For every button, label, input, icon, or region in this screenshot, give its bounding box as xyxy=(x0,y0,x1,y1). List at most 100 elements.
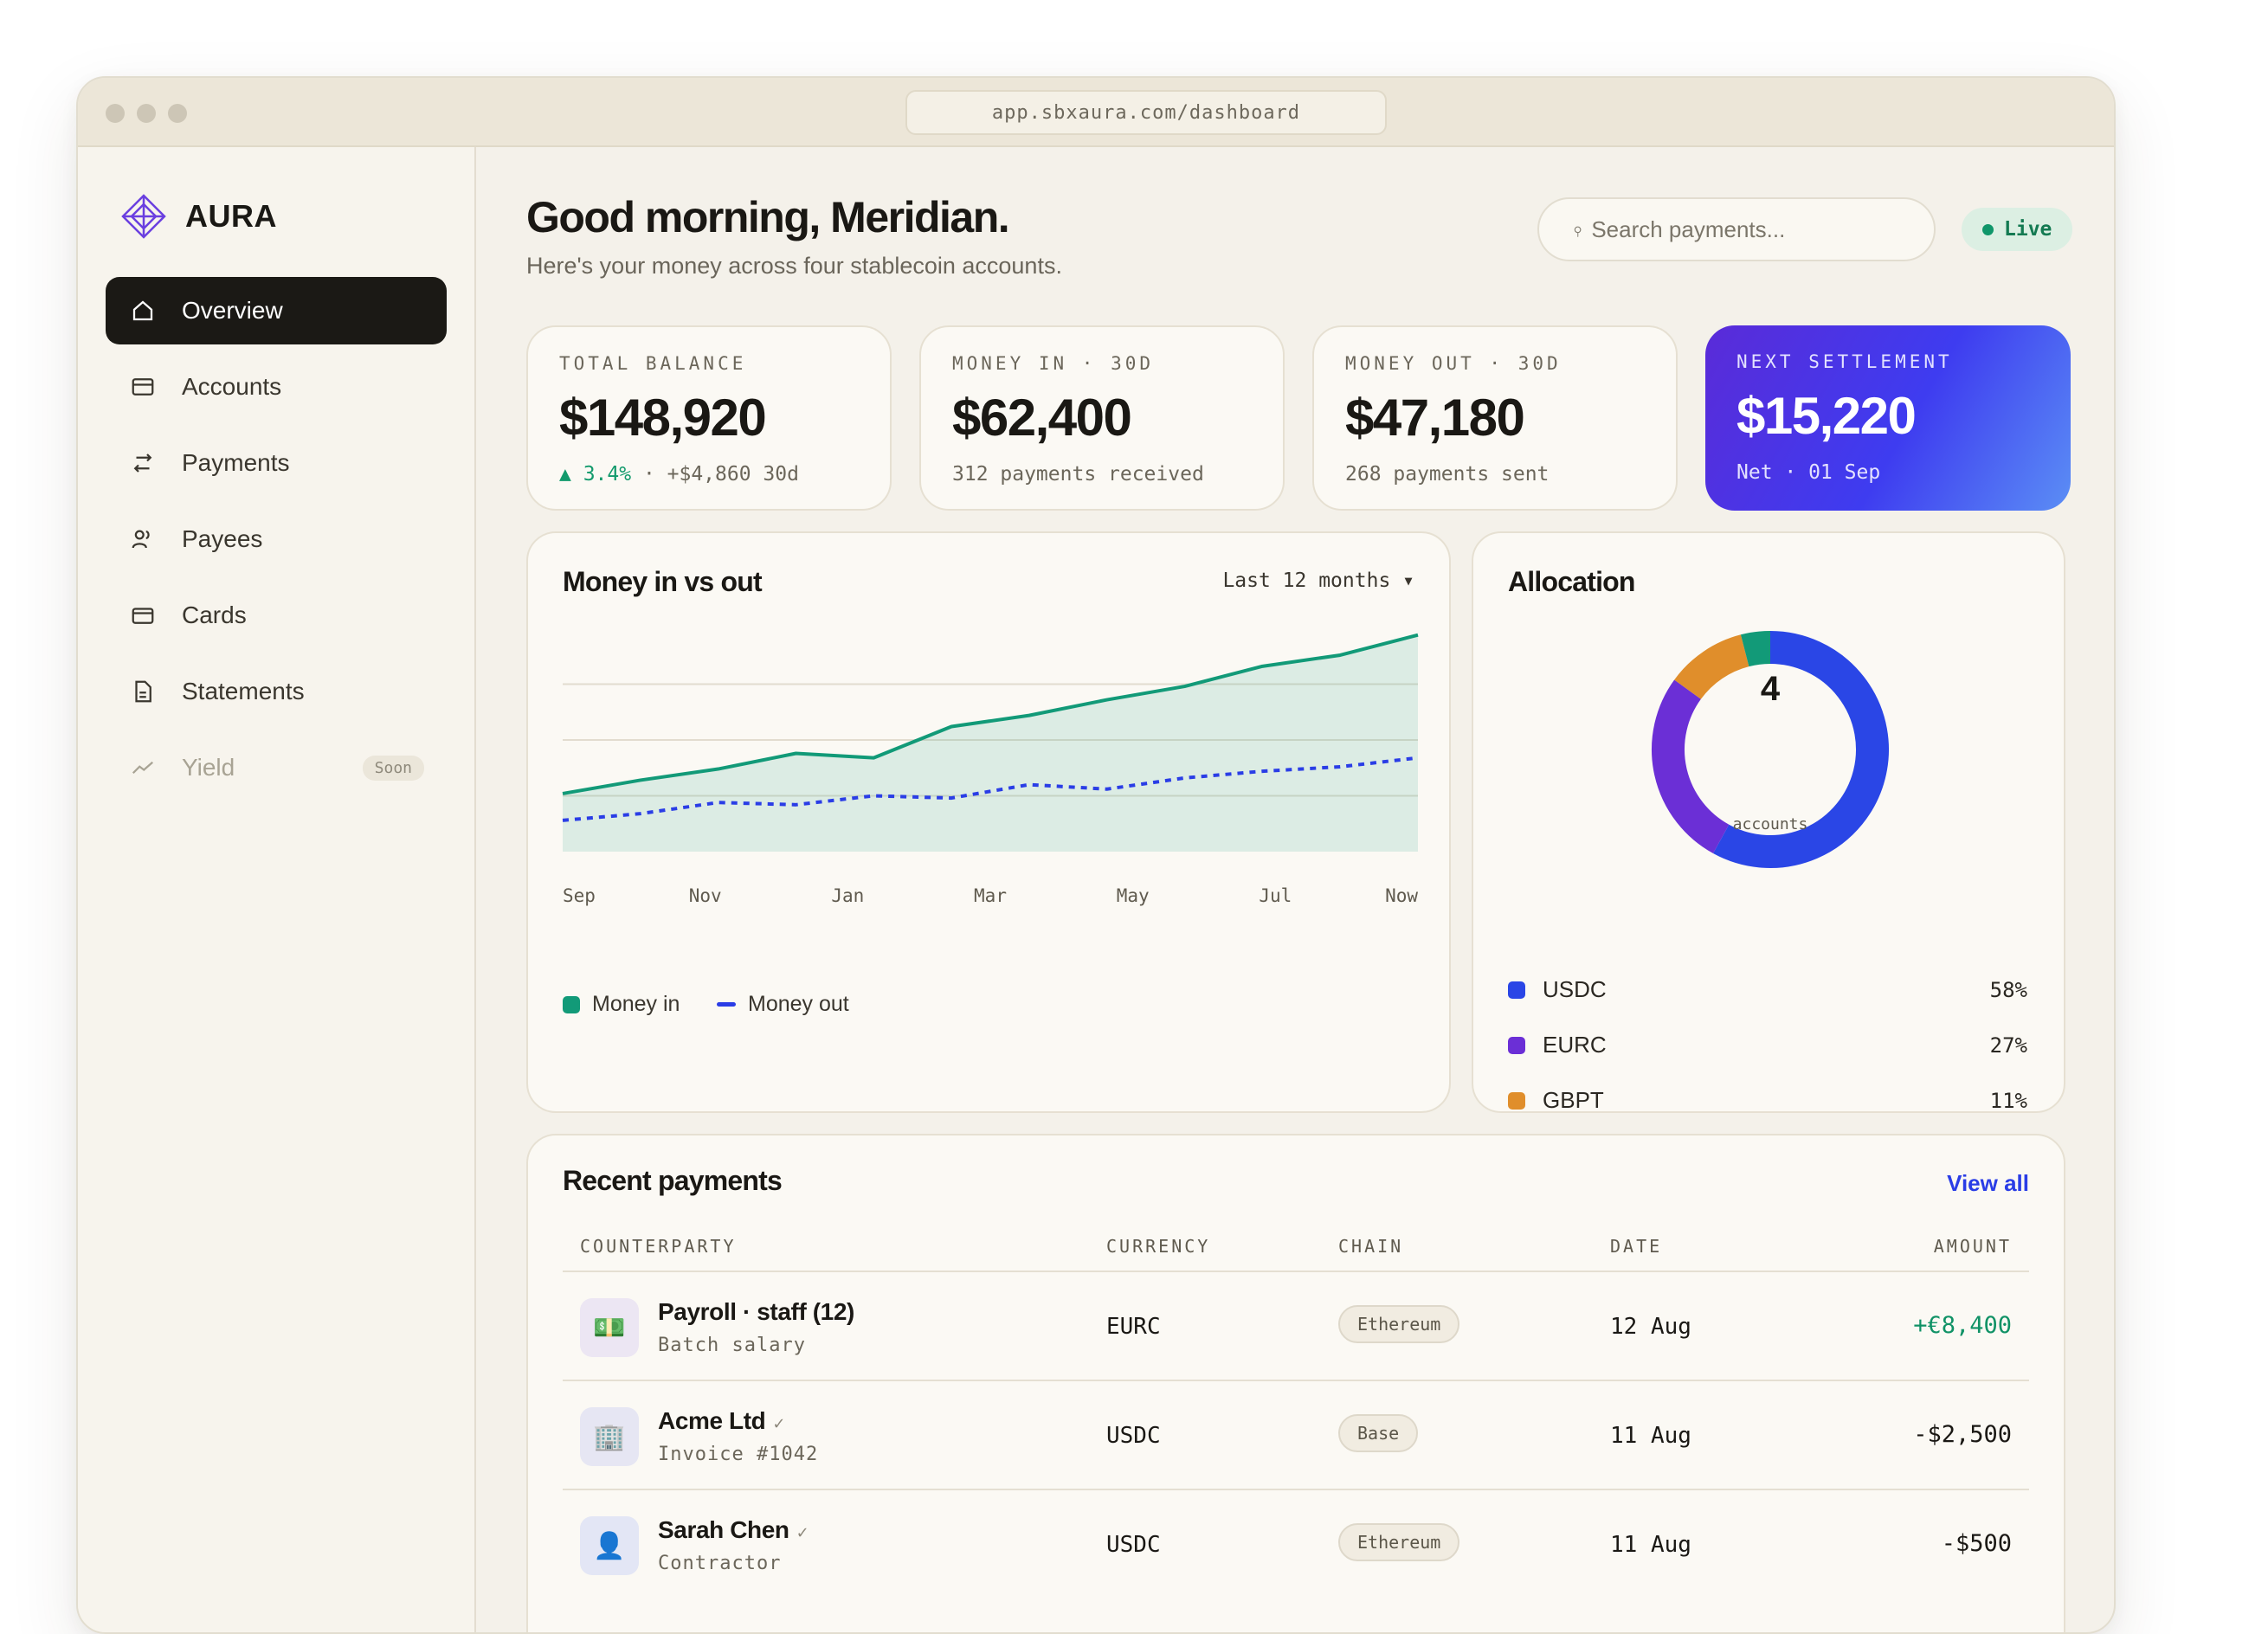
legend-label: Money out xyxy=(748,992,849,1016)
sidebar-item-label: Payments xyxy=(182,449,290,476)
stat-label: TOTAL BALANCE xyxy=(559,353,747,374)
column-header-currency[interactable]: CURRENCY xyxy=(1106,1236,1211,1257)
range-select[interactable]: Last 12 months ▾ xyxy=(1222,569,1414,592)
sidebar-item-yield[interactable]: Yield Soon xyxy=(106,734,447,801)
table-row[interactable]: 👤 Sarah Chen ✓ Contractor USDC Ethereum 1… xyxy=(563,1489,2029,1598)
main-content: Good morning, Meridian. Here's your mone… xyxy=(478,147,2114,1632)
search-icon: ⌕ xyxy=(1565,217,1589,241)
allocation-swatch xyxy=(1508,981,1525,999)
currency-cell: USDC xyxy=(1106,1532,1161,1558)
close-window-button[interactable] xyxy=(106,104,125,123)
allocation-title: Allocation xyxy=(1508,566,1635,597)
chain-badge: Ethereum xyxy=(1338,1305,1460,1343)
chain-badge: Ethereum xyxy=(1338,1523,1460,1561)
allocation-card: Allocation 4 accounts USDC 58% EURC 27% … xyxy=(1472,531,2065,1168)
counterparty-name-text: Acme Ltd xyxy=(658,1407,766,1434)
allocation-name: GBPT xyxy=(1543,1087,1604,1113)
allocation-pct: 58% xyxy=(1989,977,2027,1002)
chain-badge: Base xyxy=(1338,1414,1419,1452)
allocation-row-usdc: USDC 58% xyxy=(1508,976,2027,1003)
brand-logo[interactable]: AURA xyxy=(119,192,277,241)
table-row[interactable]: 🏢 Acme Ltd ✓ Invoice #1042 USDC Base 11 A… xyxy=(563,1380,2029,1489)
search-input[interactable]: ⌕ Search payments... xyxy=(1537,197,1936,261)
date-cell: 11 Aug xyxy=(1610,1423,1691,1449)
sidebar: AURA Overview Accounts Payments Payees C… xyxy=(78,147,476,1632)
x-tick-label: Sep xyxy=(563,885,596,906)
avatar: 👤 xyxy=(580,1516,639,1575)
total-balance-card[interactable]: TOTAL BALANCE $148,920 ▲ 3.4% · +$4,860 … xyxy=(526,325,892,511)
browser-titlebar: app.sbxaura.com/dashboard xyxy=(78,78,2114,147)
minimize-window-button[interactable] xyxy=(137,104,156,123)
allocation-name: USDC xyxy=(1543,976,1607,1002)
money-out-swatch xyxy=(717,1002,736,1007)
donut-slice-usdc[interactable] xyxy=(1713,631,1889,868)
verified-check-icon: ✓ xyxy=(772,1415,786,1432)
transfer-icon xyxy=(128,448,158,478)
column-header-date[interactable]: DATE xyxy=(1610,1236,1663,1257)
browser-window: app.sbxaura.com/dashboard AURA Overview … xyxy=(76,76,2116,1634)
stat-label: MONEY IN · 30D xyxy=(952,353,1155,374)
sidebar-nav: Overview Accounts Payments Payees Cards … xyxy=(106,277,447,810)
counterparty-name: Payroll · staff (12) xyxy=(658,1298,854,1326)
next-settlement-card[interactable]: NEXT SETTLEMENT $15,220 Net · 01 Sep xyxy=(1705,325,2071,511)
money-in-card[interactable]: MONEY IN · 30D $62,400 312 payments rece… xyxy=(919,325,1285,511)
chart-title: Money in vs out xyxy=(563,566,763,597)
trend-icon xyxy=(128,753,158,782)
counterparty-name-text: Sarah Chen xyxy=(658,1516,789,1543)
allocation-row-eurc: EURC 27% xyxy=(1508,1032,2027,1058)
donut-slice-eurc[interactable] xyxy=(1652,679,1730,854)
donut-center-value: 4 xyxy=(1760,670,1781,708)
stat-sub: 268 payments sent xyxy=(1345,463,1550,486)
series-line-money-in xyxy=(562,633,1419,795)
currency-cell: USDC xyxy=(1106,1423,1161,1449)
stat-value: $62,400 xyxy=(952,389,1132,447)
amount-cell: -$2,500 xyxy=(1913,1421,2012,1448)
sidebar-item-label: Payees xyxy=(182,525,263,552)
money-in-area xyxy=(563,634,1418,852)
donut-slice-gbpt[interactable] xyxy=(1674,634,1749,700)
maximize-window-button[interactable] xyxy=(168,104,187,123)
column-header-chain[interactable]: CHAIN xyxy=(1338,1236,1404,1257)
money-line-chart: Sep Nov Jan Mar May Jul Now xyxy=(562,633,1419,906)
sidebar-item-accounts[interactable]: Accounts xyxy=(106,353,447,421)
date-cell: 11 Aug xyxy=(1610,1532,1691,1558)
sidebar-item-label: Statements xyxy=(182,678,305,704)
donut-slice-usdt[interactable] xyxy=(1740,631,1771,667)
soon-badge: Soon xyxy=(362,756,424,781)
view-all-link[interactable]: View all xyxy=(1947,1170,2029,1196)
money-out-card[interactable]: MONEY OUT · 30D $47,180 268 payments sen… xyxy=(1312,325,1678,511)
sidebar-item-label: Accounts xyxy=(182,373,282,400)
column-header-counterparty[interactable]: COUNTERPARTY xyxy=(580,1236,737,1257)
sidebar-item-cards[interactable]: Cards xyxy=(106,582,447,649)
address-bar[interactable]: app.sbxaura.com/dashboard xyxy=(905,90,1387,135)
allocation-name: EURC xyxy=(1543,1032,1607,1058)
amount-cell: -$500 xyxy=(1941,1530,2012,1557)
counterparty-name: Acme Ltd ✓ xyxy=(658,1407,785,1435)
legend-money-in: Money in xyxy=(563,992,680,1017)
x-tick-label: Now xyxy=(1385,885,1418,906)
donut-center-label: accounts xyxy=(1732,815,1808,833)
sidebar-item-payees[interactable]: Payees xyxy=(106,505,447,573)
status-badge: Live xyxy=(1962,208,2073,251)
allocation-swatch xyxy=(1508,1036,1525,1054)
stat-sub: Net · 01 Sep xyxy=(1736,461,1881,484)
payments-title: Recent payments xyxy=(563,1165,783,1196)
money-chart-card: Money in vs out Last 12 months ▾ Sep Nov J… xyxy=(526,531,1451,1113)
aura-logo-icon xyxy=(121,194,166,239)
series-line-money-out xyxy=(562,756,1419,822)
page-title: Good morning, Meridian. xyxy=(526,193,1010,241)
sidebar-item-statements[interactable]: Statements xyxy=(106,658,447,725)
avatar: 🏢 xyxy=(580,1407,639,1466)
currency-cell: EURC xyxy=(1106,1314,1161,1340)
allocation-row-gbpt: GBPT 11% xyxy=(1508,1087,2027,1114)
stat-sub: ▲ 3.4% · +$4,860 30d xyxy=(559,463,859,486)
column-header-amount[interactable]: AMOUNT xyxy=(1933,1236,2012,1257)
sidebar-item-overview[interactable]: Overview xyxy=(106,277,447,344)
sidebar-item-label: Overview xyxy=(182,297,283,324)
brand-name: AURA xyxy=(185,198,277,234)
avatar: 💵 xyxy=(580,1298,639,1357)
stat-label: MONEY OUT · 30D xyxy=(1345,353,1562,374)
table-row[interactable]: 💵 Payroll · staff (12) Batch salary EURC… xyxy=(563,1271,2029,1380)
sidebar-item-payments[interactable]: Payments xyxy=(106,429,447,497)
users-icon xyxy=(128,524,158,554)
